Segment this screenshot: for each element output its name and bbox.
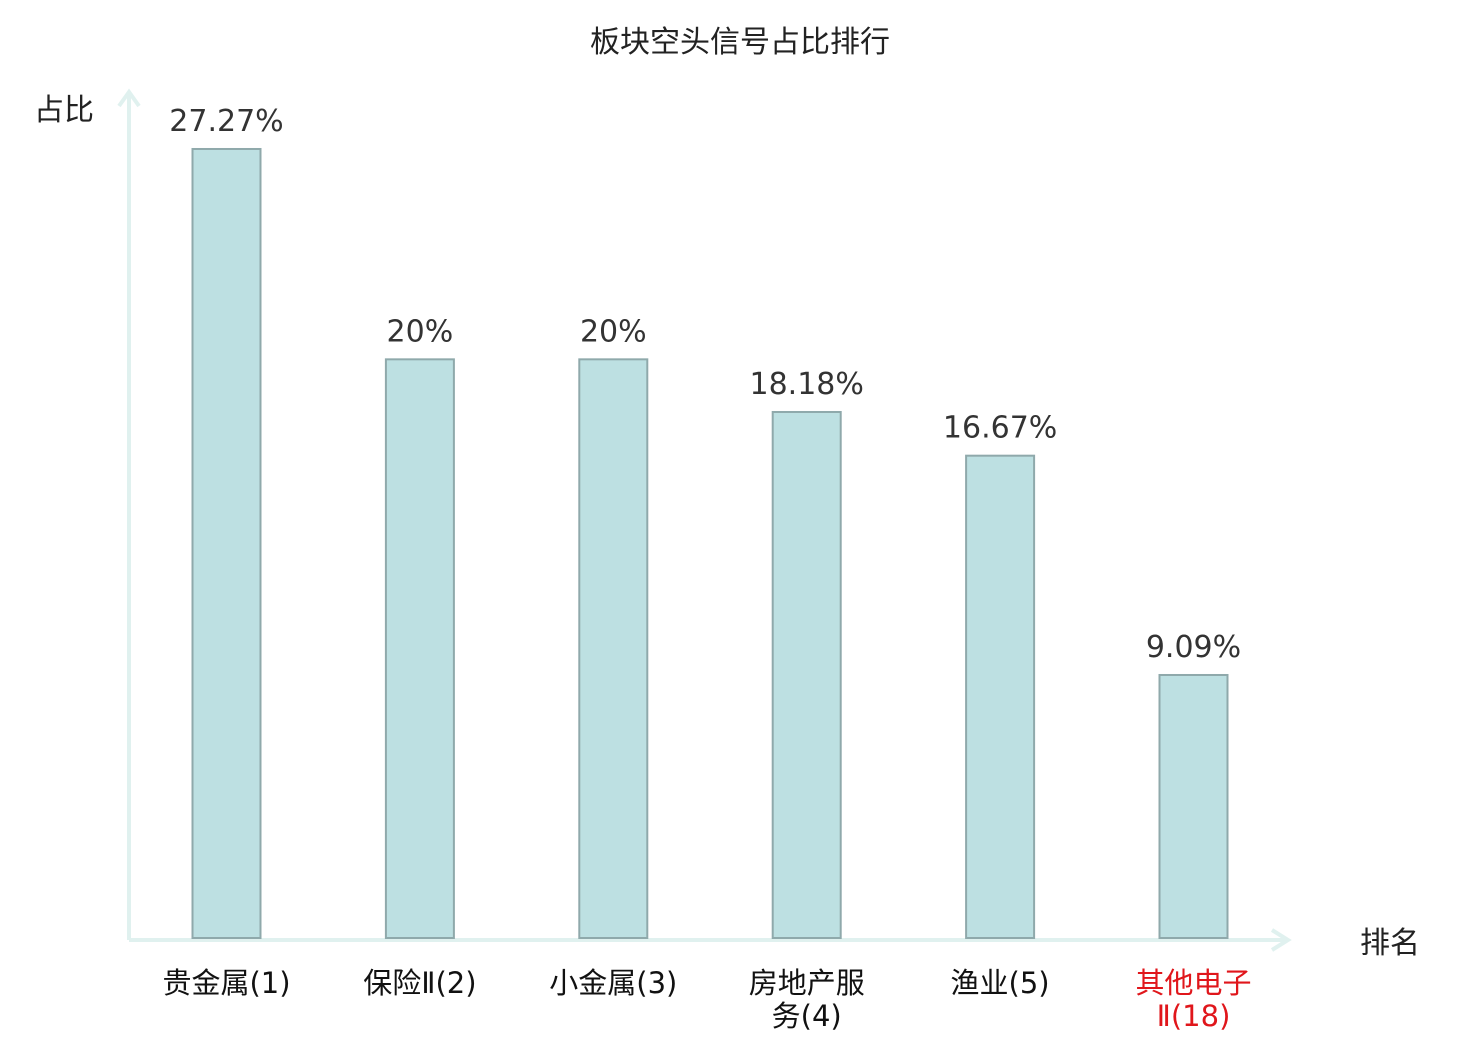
chart-title: 板块空头信号占比排行	[590, 25, 890, 60]
x-axis-arrow	[1270, 928, 1292, 952]
data-label: 27.27%	[169, 104, 283, 139]
bar	[965, 454, 1036, 939]
data-label: 9.09%	[1146, 630, 1241, 665]
bar	[771, 410, 842, 939]
data-label: 20%	[387, 314, 454, 349]
y-axis-arrow	[117, 88, 141, 108]
bar	[384, 358, 455, 940]
data-label: 16.67%	[943, 411, 1057, 446]
category-label: 小金属(3)	[549, 966, 677, 1000]
category-label: Ⅱ(18)	[1157, 999, 1231, 1033]
category-label: 贵金属(1)	[162, 966, 290, 1000]
data-label: 20%	[580, 314, 647, 349]
category-label: 保险Ⅱ(2)	[363, 966, 476, 1000]
data-label: 18.18%	[750, 367, 864, 402]
bar	[1158, 673, 1229, 939]
axes	[117, 88, 1292, 952]
bars	[191, 147, 1229, 940]
category-label: 务(4)	[772, 999, 842, 1033]
category-label: 房地产服	[749, 966, 865, 1000]
category-label: 渔业(5)	[951, 966, 1050, 1000]
bar	[578, 358, 649, 940]
y-axis-label: 占比	[34, 93, 94, 128]
category-label: 其他电子	[1135, 966, 1251, 1000]
x-axis-label: 排名	[1360, 926, 1420, 961]
bar	[191, 147, 262, 940]
value-labels: 27.27% 20% 20% 18.18% 16.67% 9.09%	[169, 104, 1241, 665]
